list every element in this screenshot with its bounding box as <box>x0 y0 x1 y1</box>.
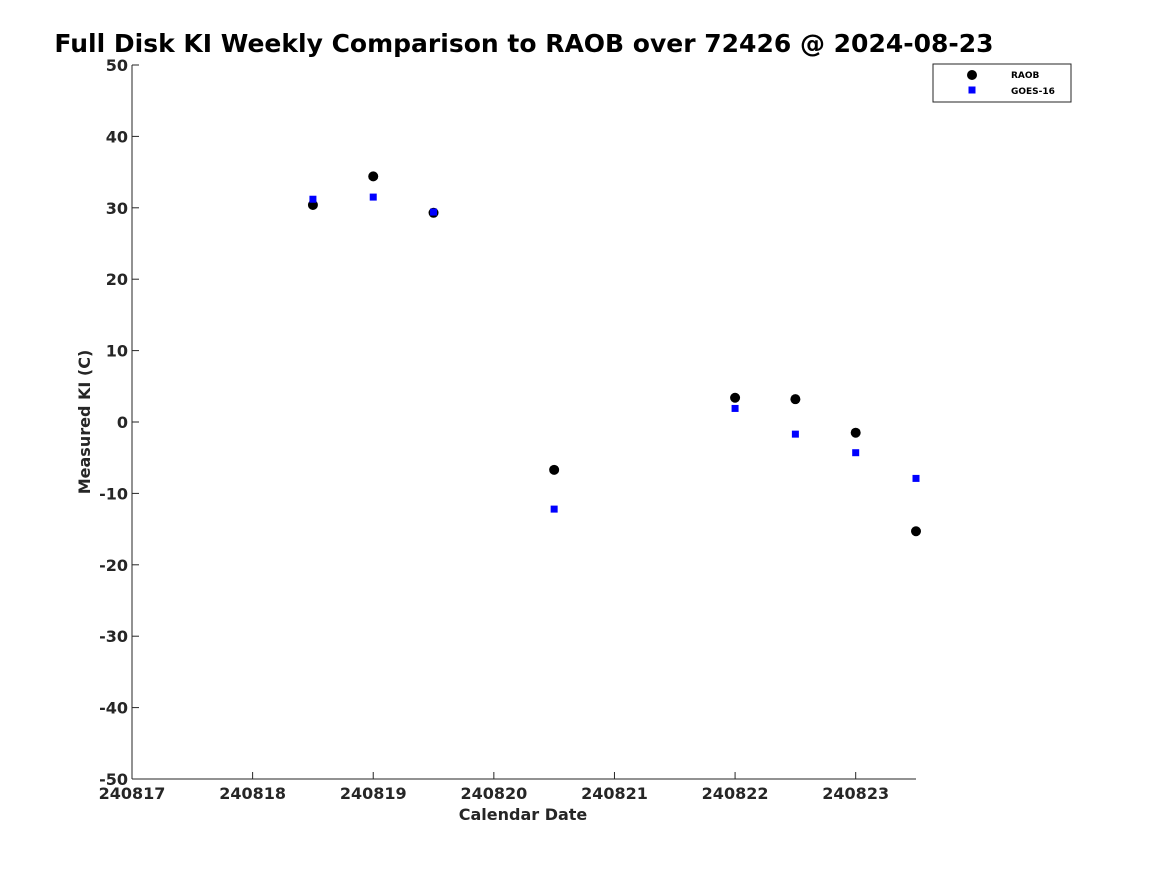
legend: RAOB GOES-16 <box>932 63 1072 103</box>
x-tick-label: 240819 <box>340 784 407 803</box>
data-point-goes-16 <box>791 430 799 438</box>
y-tick-label: -40 <box>99 699 128 718</box>
y-tick-label: -30 <box>99 627 128 646</box>
y-axis-label: Measured KI (C) <box>75 350 94 495</box>
plot-points <box>307 171 921 537</box>
x-axis-label: Calendar Date <box>459 805 588 824</box>
legend-marker-goes <box>968 86 976 94</box>
x-tick-label: 240817 <box>99 784 166 803</box>
data-point-goes-16 <box>430 208 438 216</box>
x-tick-label: 240823 <box>822 784 889 803</box>
y-tick-label: 50 <box>106 56 128 75</box>
x-tick-label: 240818 <box>219 784 286 803</box>
data-point-goes-16 <box>852 449 860 457</box>
y-tick-label: 10 <box>106 342 128 361</box>
x-ticks: 240817 240818 240819 240820 240821 240822 2408… <box>99 772 889 803</box>
data-point-goes-16 <box>550 505 558 513</box>
legend-marker-raob <box>967 70 977 80</box>
y-tick-label: -10 <box>99 484 128 503</box>
y-tick-label: 40 <box>106 127 128 146</box>
data-point-goes-16 <box>369 193 377 201</box>
x-tick-label: 240821 <box>581 784 648 803</box>
y-tick-label: -50 <box>99 770 128 789</box>
chart-title: Full Disk KI Weekly Comparison to RAOB o… <box>54 29 993 58</box>
data-point-raob <box>368 171 379 182</box>
legend-box <box>932 63 1072 103</box>
data-point-raob <box>911 526 921 537</box>
data-point-raob <box>549 464 560 475</box>
legend-label-raob: RAOB <box>1011 71 1040 81</box>
y-tick-label: 30 <box>106 199 128 218</box>
data-point-raob <box>790 394 801 405</box>
data-point-goes-16 <box>731 404 739 412</box>
x-tick-label: 240820 <box>460 784 527 803</box>
axes <box>131 65 916 780</box>
y-ticks: -50 -40 -30 -20 -10 0 10 20 30 40 50 <box>99 56 139 789</box>
y-tick-label: 0 <box>117 413 128 432</box>
y-tick-label: 20 <box>106 270 128 289</box>
data-point-goes-16 <box>309 195 317 203</box>
data-point-raob <box>730 392 741 403</box>
data-point-raob <box>850 427 861 438</box>
y-tick-label: -20 <box>99 556 128 575</box>
data-point-goes-16 <box>912 474 920 482</box>
legend-label-goes: GOES-16 <box>1011 87 1055 97</box>
x-tick-label: 240822 <box>702 784 769 803</box>
